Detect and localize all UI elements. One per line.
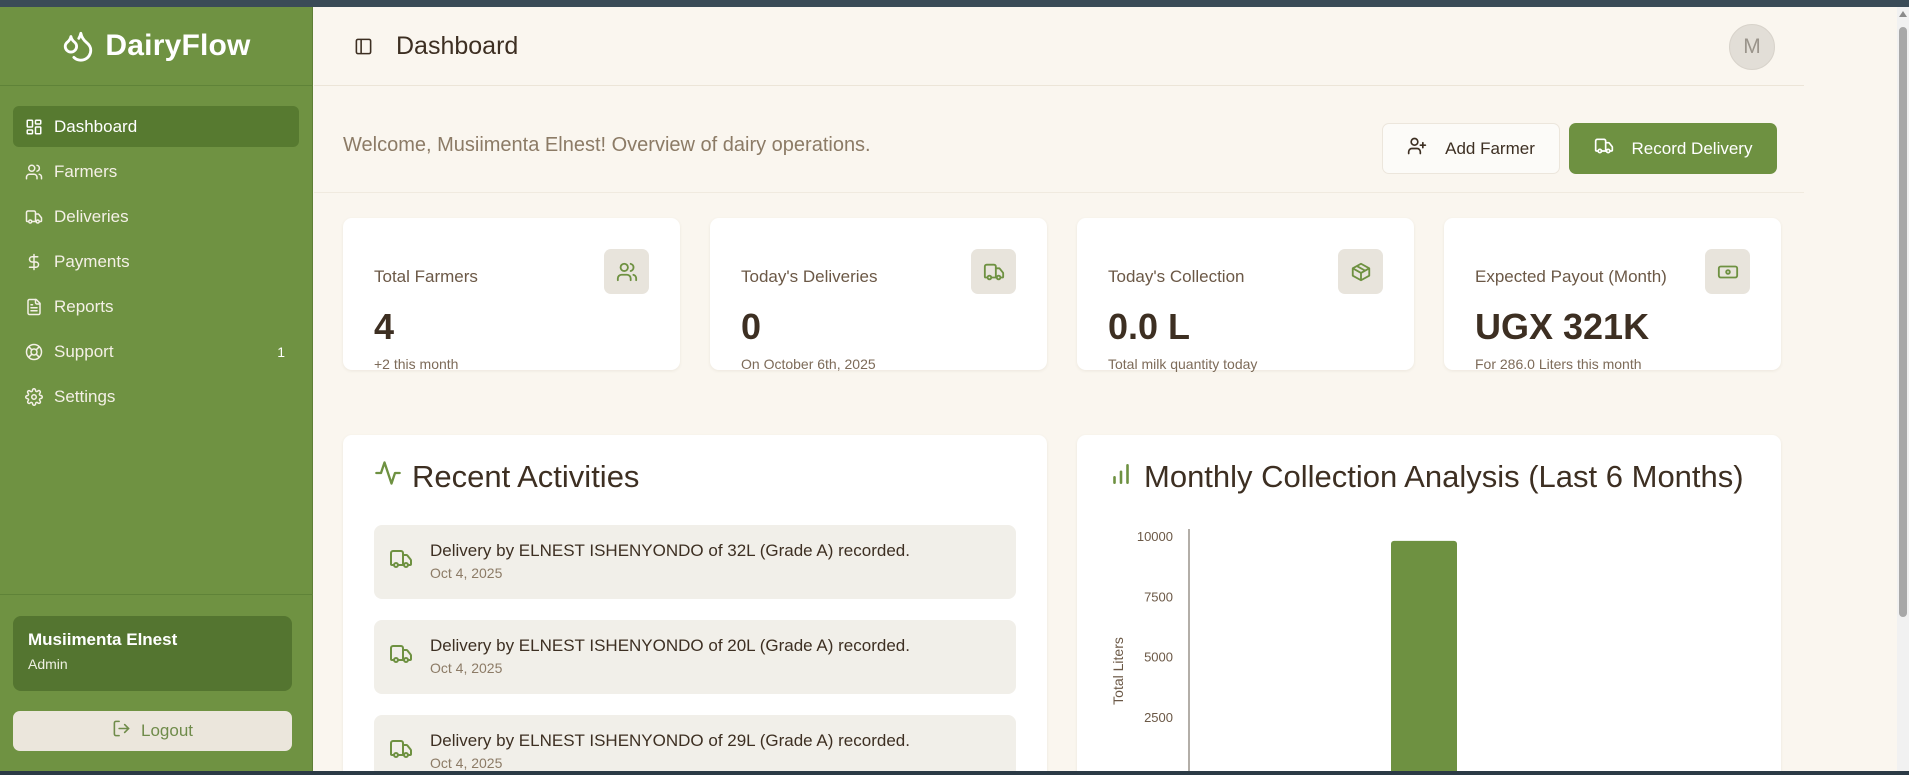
truck-icon [389, 737, 413, 766]
collection-bar-chart: 2500 5000 7500 10000 Total Liters [1110, 529, 1457, 771]
user-plus-icon [1407, 136, 1427, 161]
activity-item[interactable]: Delivery by ELNEST ISHENYONDO of 29L (Gr… [374, 715, 1016, 771]
scrollbar-thumb[interactable] [1899, 27, 1907, 617]
y-tick-label: 2500 [1144, 710, 1173, 725]
support-badge: 1 [277, 343, 285, 360]
stat-value: 4 [374, 306, 395, 347]
truck-icon [389, 642, 413, 671]
grid-icon [24, 117, 44, 137]
stat-card-total-farmers: Total Farmers 4 +2 this month [343, 218, 680, 372]
panel-title: Monthly Collection Analysis (Last 6 Mont… [1108, 459, 1744, 495]
logout-button[interactable]: Logout [13, 711, 292, 751]
stat-card-expected-payout: Expected Payout (Month) UGX 321K For 286… [1444, 218, 1781, 372]
recent-activities-panel: Recent Activities Delivery by ELNEST ISH… [343, 435, 1047, 771]
user-name: Musiimenta Elnest [28, 630, 178, 649]
dollar-icon [24, 252, 44, 272]
page-scrollbar[interactable] [1897, 7, 1909, 771]
milk-drop-icon [61, 29, 95, 63]
sidebar-item-payments[interactable]: Payments [13, 241, 299, 282]
record-delivery-label: Record Delivery [1631, 138, 1753, 158]
scroll-up-icon[interactable] [1899, 11, 1907, 17]
y-tick-label: 7500 [1144, 589, 1173, 604]
monthly-collection-panel: Monthly Collection Analysis (Last 6 Mont… [1077, 435, 1781, 771]
sidebar-item-label: Settings [54, 386, 116, 406]
activity-date: Oct 4, 2025 [430, 755, 503, 771]
truck-icon [389, 547, 413, 576]
sidebar-item-label: Payments [54, 251, 130, 271]
stat-value: 0 [741, 306, 762, 347]
y-tick-label: 10000 [1137, 529, 1173, 544]
stat-card-todays-deliveries: Today's Deliveries 0 On October 6th, 202… [710, 218, 1047, 372]
activity-text: Delivery by ELNEST ISHENYONDO of 29L (Gr… [430, 731, 910, 750]
stat-value: 0.0 L [1108, 306, 1191, 347]
logout-label: Logout [141, 721, 193, 740]
stat-label: Expected Payout (Month) [1475, 267, 1667, 286]
sidebar-toggle-icon[interactable] [352, 35, 374, 57]
truck-icon [24, 207, 44, 227]
sidebar-item-deliveries[interactable]: Deliveries [13, 196, 299, 237]
activity-item[interactable]: Delivery by ELNEST ISHENYONDO of 20L (Gr… [374, 620, 1016, 694]
recent-activities-title: Recent Activities [412, 459, 640, 494]
stats-row: Total Farmers 4 +2 this month Today's De… [343, 218, 1781, 372]
add-farmer-label: Add Farmer [1445, 138, 1535, 158]
avatar[interactable]: M [1729, 24, 1775, 70]
brand-name: DairyFlow [105, 29, 251, 62]
lifebuoy-icon [24, 342, 44, 362]
stat-label: Total Farmers [374, 267, 478, 286]
chart-title: Monthly Collection Analysis (Last 6 Mont… [1144, 459, 1744, 494]
main-content: Dashboard M Welcome, Musiimenta Elnest! … [314, 7, 1897, 771]
y-tick-label: 5000 [1144, 650, 1173, 665]
stat-subtext: +2 this month [374, 356, 459, 372]
activity-text: Delivery by ELNEST ISHENYONDO of 20L (Gr… [430, 636, 910, 655]
top-header: Dashboard [314, 7, 1804, 86]
welcome-message: Welcome, Musiimenta Elnest! Overview of … [343, 134, 871, 156]
stat-value: UGX 321K [1475, 306, 1650, 347]
bar-chart-icon [1108, 459, 1134, 495]
activity-text: Delivery by ELNEST ISHENYONDO of 32L (Gr… [430, 541, 910, 560]
document-icon [24, 297, 44, 317]
truck-icon [1594, 136, 1614, 161]
truck-icon [971, 249, 1016, 294]
sidebar-item-dashboard[interactable]: Dashboard [13, 106, 299, 147]
sidebar-divider [0, 594, 313, 595]
sidebar: DairyFlow Dashboard Farmers Deliveries [0, 7, 313, 771]
user-card: Musiimenta Elnest Admin [13, 616, 292, 691]
activity-item[interactable]: Delivery by ELNEST ISHENYONDO of 32L (Gr… [374, 525, 1016, 599]
sidebar-item-support[interactable]: Support 1 [13, 331, 299, 372]
sidebar-item-farmers[interactable]: Farmers [13, 151, 299, 192]
stat-subtext: For 286.0 Liters this month [1475, 356, 1642, 372]
record-delivery-button[interactable]: Record Delivery [1569, 123, 1777, 174]
activity-date: Oct 4, 2025 [430, 565, 503, 581]
y-axis-label: Total Liters [1110, 637, 1126, 705]
welcome-row: Welcome, Musiimenta Elnest! Overview of … [314, 87, 1804, 193]
package-icon [1338, 249, 1383, 294]
sidebar-item-label: Support [54, 341, 114, 361]
sidebar-item-label: Reports [54, 296, 114, 316]
banknote-icon [1705, 249, 1750, 294]
sidebar-nav: Dashboard Farmers Deliveries Payments [0, 86, 312, 417]
sidebar-item-label: Deliveries [54, 206, 129, 226]
panel-title: Recent Activities [374, 459, 639, 495]
users-icon [24, 162, 44, 182]
sidebar-item-settings[interactable]: Settings [13, 376, 299, 417]
activity-date: Oct 4, 2025 [430, 660, 503, 676]
sidebar-item-label: Dashboard [54, 116, 138, 136]
brand[interactable]: DairyFlow [0, 7, 312, 86]
chart-bar [1391, 540, 1457, 771]
logout-icon [112, 719, 131, 743]
app-window: DairyFlow Dashboard Farmers Deliveries [0, 7, 1897, 771]
activity-icon [374, 459, 402, 495]
add-farmer-button[interactable]: Add Farmer [1382, 123, 1560, 174]
stat-subtext: Total milk quantity today [1108, 356, 1258, 372]
user-role: Admin [28, 656, 68, 672]
sidebar-item-label: Farmers [54, 161, 118, 181]
stat-subtext: On October 6th, 2025 [741, 356, 876, 372]
page-title: Dashboard [396, 31, 519, 60]
stat-card-todays-collection: Today's Collection 0.0 L Total milk quan… [1077, 218, 1414, 372]
users-icon [604, 249, 649, 294]
sidebar-item-reports[interactable]: Reports [13, 286, 299, 327]
gear-icon [24, 387, 44, 407]
stat-label: Today's Collection [1108, 267, 1245, 286]
stat-label: Today's Deliveries [741, 267, 878, 286]
